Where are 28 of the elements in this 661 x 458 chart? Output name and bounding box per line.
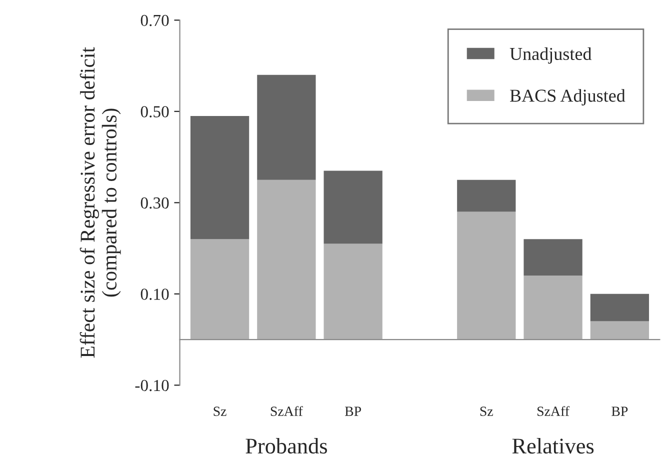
x-tick-label: Sz <box>214 406 226 416</box>
y-tick-label: 0.70 <box>140 14 169 26</box>
legend-label: BACS Adjusted <box>510 89 626 106</box>
bar <box>524 276 582 340</box>
y-tick-label: 0.10 <box>140 288 169 300</box>
bar <box>257 74 316 180</box>
bar <box>457 180 516 212</box>
x-tick-label: SzAff <box>538 406 570 416</box>
x-tick-label: BP <box>344 406 362 416</box>
bar <box>590 321 650 340</box>
y-tick-label: 0.30 <box>140 197 169 209</box>
legend-label: Unadjusted <box>510 47 592 64</box>
x-tick-label: BP <box>612 406 628 416</box>
y-tick-label: -0.10 <box>135 380 169 392</box>
bar <box>257 180 316 340</box>
bar <box>524 239 582 276</box>
text: Relatives <box>512 438 594 454</box>
y-axis-title: Effect size of Regressive error deficit (compared to controls) <box>80 47 121 358</box>
bar <box>324 170 382 244</box>
bar <box>190 116 250 240</box>
bar <box>324 244 382 340</box>
bar <box>190 239 250 340</box>
text: Probands <box>246 438 327 454</box>
x-tick-label: SzAff <box>270 406 303 416</box>
y-tick-label: 0.50 <box>140 106 169 118</box>
bar <box>457 212 516 340</box>
bar <box>590 294 650 322</box>
x-tick-label: Sz <box>480 406 493 416</box>
